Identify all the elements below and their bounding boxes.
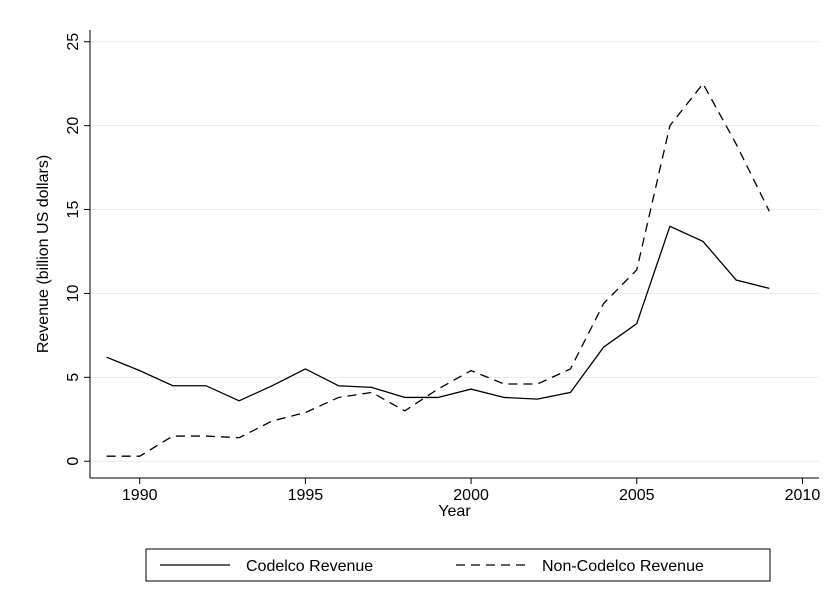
y-tick-label: 25 — [65, 33, 82, 51]
x-tick-label: 2010 — [785, 487, 821, 504]
y-axis-label: Revenue (billion US dollars) — [35, 155, 52, 353]
legend-label: Non-Codelco Revenue — [542, 558, 704, 575]
y-tick-label: 15 — [65, 201, 82, 219]
y-tick-label: 10 — [65, 284, 82, 302]
x-tick-label: 1995 — [288, 487, 324, 504]
data-line — [106, 225, 770, 402]
y-tick-label: 20 — [65, 117, 82, 135]
y-tick-label: 0 — [65, 457, 82, 466]
legend-label: Codelco Revenue — [246, 558, 373, 575]
x-tick-label: 1990 — [122, 487, 158, 504]
x-axis-label: Year — [438, 503, 471, 520]
y-tick-label: 5 — [65, 373, 82, 382]
x-tick-label: 2000 — [453, 487, 489, 504]
x-tick-label: 2005 — [619, 487, 655, 504]
